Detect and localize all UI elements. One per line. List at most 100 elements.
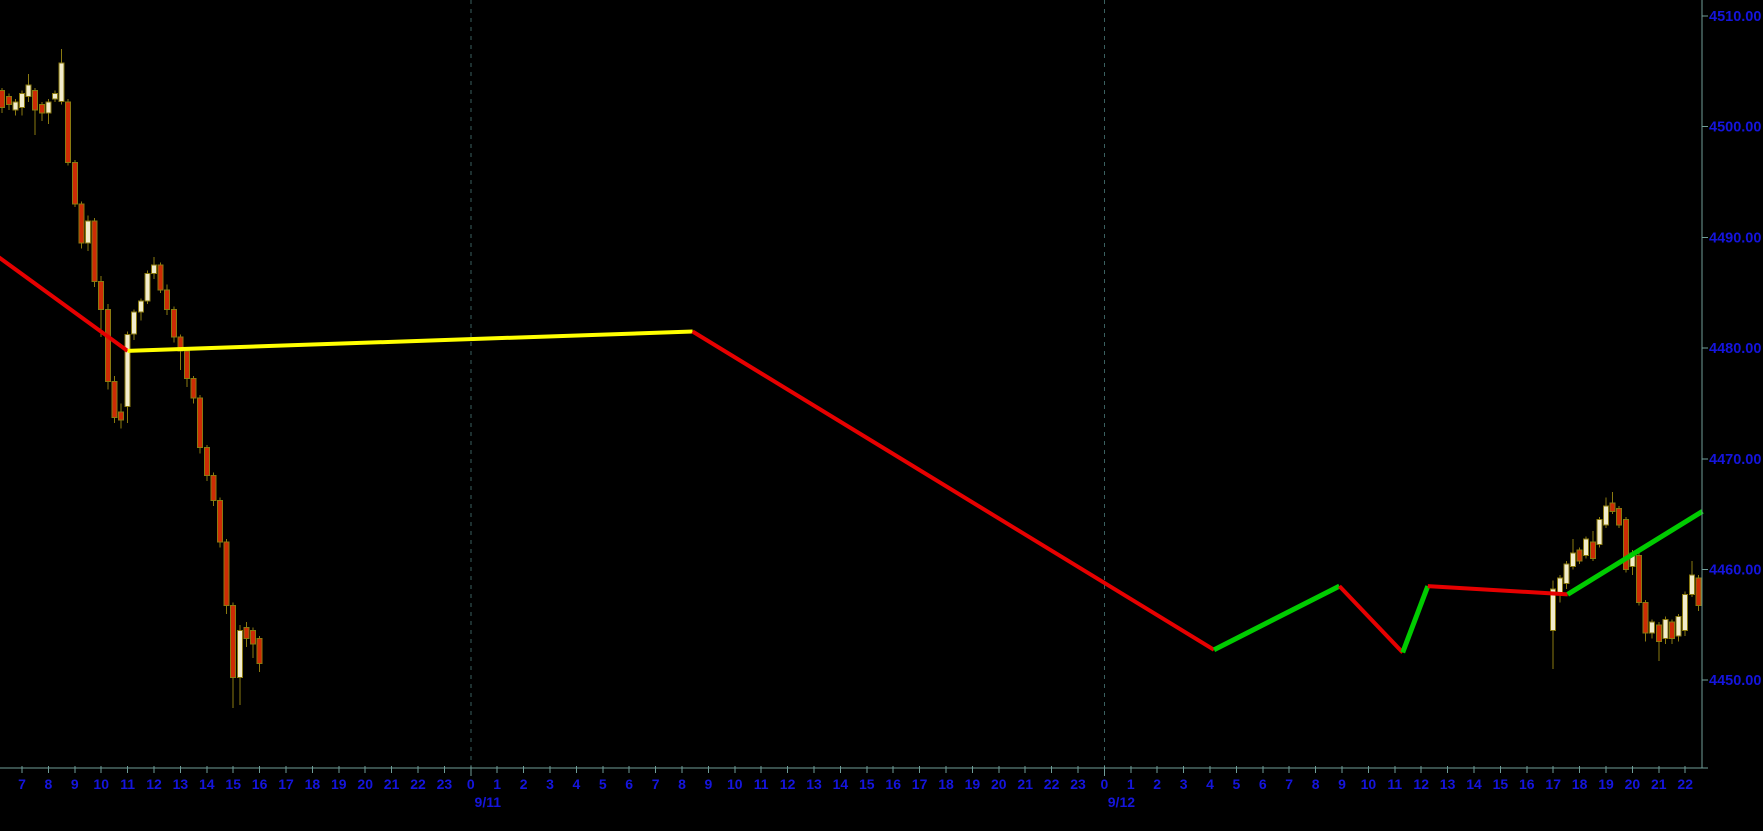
candle <box>1636 552 1642 606</box>
candle-body <box>38 104 45 114</box>
overlay-segment-yellow <box>127 329 693 353</box>
candle <box>1655 622 1662 661</box>
candle-body <box>104 308 111 382</box>
overlay-segment-green <box>1566 509 1704 597</box>
candle <box>190 375 197 404</box>
candle <box>1669 619 1675 645</box>
candle-body <box>1563 563 1570 584</box>
hour-label: 16 <box>1519 776 1535 792</box>
candle <box>91 218 98 288</box>
hour-label: 9 <box>71 776 79 792</box>
candle-body <box>52 93 58 100</box>
hour-label: 11 <box>1387 776 1402 792</box>
candle-body <box>1622 519 1629 571</box>
candle-body <box>1675 616 1682 637</box>
candle-body <box>164 289 171 310</box>
hour-label: 17 <box>1545 776 1561 792</box>
hour-label: 21 <box>384 776 400 792</box>
hour-label: 13 <box>806 776 822 792</box>
hour-label: 5 <box>599 776 607 792</box>
hour-label: 10 <box>727 776 743 792</box>
hour-label: 17 <box>278 776 294 792</box>
candle <box>236 624 243 706</box>
candle <box>256 635 263 672</box>
candle-body <box>184 350 190 380</box>
candle <box>230 602 237 708</box>
candle-body <box>91 220 98 283</box>
hour-label: 13 <box>173 776 189 792</box>
candle-body <box>98 281 105 310</box>
candle-body <box>0 90 6 108</box>
hour-label: 20 <box>991 776 1007 792</box>
candle-body <box>1655 624 1662 643</box>
hour-label: 0 <box>1101 776 1109 792</box>
candle <box>1563 561 1570 589</box>
candle-body <box>230 605 237 678</box>
axes: 7 8 9 10 11 12 13 14 15 16 17 18 19 20 21 22 23 0 1 2 3 4 5 6 7 8… <box>0 0 1761 810</box>
candle-body <box>170 308 177 338</box>
hour-label: 16 <box>885 776 901 792</box>
candle-body <box>1695 577 1702 606</box>
candle <box>0 88 6 113</box>
hour-label: 23 <box>437 776 453 792</box>
candle <box>32 88 39 135</box>
date-label: 9/11 <box>475 794 502 810</box>
price-label: 4490.00 <box>1709 230 1761 246</box>
hour-label: 0 <box>467 776 475 792</box>
candle <box>203 445 210 481</box>
price-label: 4470.00 <box>1709 452 1761 468</box>
candle-body <box>25 84 32 97</box>
candle-body <box>85 220 91 244</box>
candle-body <box>111 380 118 418</box>
candle <box>1556 575 1563 603</box>
candle <box>144 270 151 304</box>
candle <box>137 298 144 321</box>
candles-layer <box>0 49 1702 708</box>
candle <box>1603 497 1609 528</box>
candle <box>52 90 58 102</box>
hour-label: 18 <box>305 776 321 792</box>
hour-label: 12 <box>780 776 796 792</box>
candle <box>1662 616 1669 645</box>
price-label: 4500.00 <box>1709 120 1761 136</box>
hour-label: 8 <box>678 776 686 792</box>
hour-label: 12 <box>1413 776 1429 792</box>
candle <box>85 215 91 252</box>
hour-label: 9 <box>705 776 713 792</box>
candle-body <box>1682 593 1689 631</box>
candle <box>131 309 138 340</box>
candle-body <box>236 629 243 678</box>
hour-label: 2 <box>520 776 528 792</box>
candle-body <box>12 101 19 111</box>
hour-label: 7 <box>18 776 26 792</box>
candle-body <box>203 447 210 476</box>
candle <box>45 99 52 124</box>
candle <box>1570 539 1576 570</box>
candle-body <box>210 474 217 501</box>
candle-body <box>1609 502 1616 512</box>
candle <box>217 497 223 548</box>
overlay-lines-layer <box>0 255 1704 654</box>
hour-label: 22 <box>1677 776 1693 792</box>
hour-label: 8 <box>45 776 53 792</box>
candle <box>243 622 250 647</box>
candle <box>25 74 32 102</box>
candle <box>71 159 78 207</box>
candle <box>104 303 111 390</box>
candle <box>1616 505 1623 528</box>
date-label: 9/12 <box>1108 794 1135 810</box>
hour-label: 11 <box>120 776 135 792</box>
candle-body <box>32 90 39 111</box>
hour-label: 21 <box>1651 776 1667 792</box>
hour-label: 8 <box>1312 776 1320 792</box>
hour-label: 10 <box>93 776 109 792</box>
overlay-segment-green <box>1400 585 1431 654</box>
candle <box>1695 575 1702 611</box>
hour-label: 4 <box>1206 776 1214 792</box>
candle <box>164 284 171 315</box>
hour-label: 19 <box>331 776 347 792</box>
candle <box>184 348 190 387</box>
candle <box>1649 619 1656 639</box>
